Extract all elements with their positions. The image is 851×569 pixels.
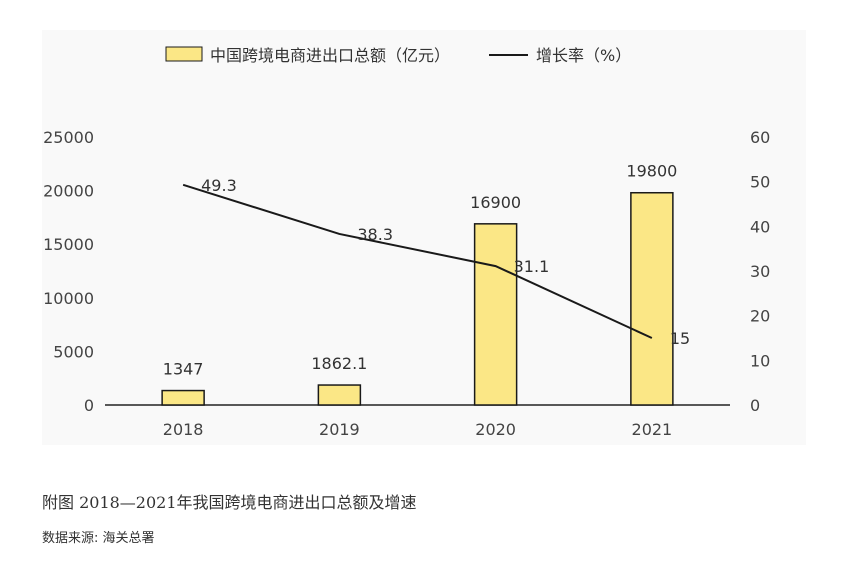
bar-series (161, 191, 674, 406)
right-axis-tick-label: 20 (750, 307, 770, 326)
left-axis-tick-label: 5000 (53, 342, 94, 361)
left-axis-tick-label: 15000 (43, 235, 94, 254)
x-axis-ticks: 2018 2019 2020 2021 (163, 420, 672, 439)
right-axis-tick-label: 30 (750, 262, 770, 281)
legend: 中国跨境电商进出口总额（亿元） 增长率（%） (165, 46, 631, 65)
line-data-labels: 49.3 38.3 31.1 15 (201, 176, 690, 348)
x-axis-tick-label: 2020 (475, 420, 516, 439)
left-axis-ticks: 0 5000 10000 15000 20000 25000 (43, 128, 94, 415)
bar-data-labels: 1347 1862.1 16900 19800 (163, 162, 678, 379)
x-axis-tick-label: 2018 (163, 420, 204, 439)
right-axis-ticks: 0 10 20 30 40 50 60 (750, 128, 770, 415)
legend-line-label: 增长率（%） (536, 46, 631, 65)
right-axis-tick-label: 60 (750, 128, 770, 147)
bar-value-label: 19800 (626, 162, 677, 181)
x-axis-tick-label: 2019 (319, 420, 360, 439)
right-axis-tick-label: 40 (750, 217, 770, 236)
line-value-label: 15 (670, 329, 690, 348)
growth-rate-line (182, 183, 653, 339)
legend-bar-swatch (165, 46, 203, 62)
line-series (182, 183, 653, 339)
bar (473, 223, 518, 406)
left-axis-tick-label: 0 (84, 396, 94, 415)
bar (161, 389, 205, 406)
right-axis-tick-label: 0 (750, 396, 760, 415)
bar (630, 191, 674, 406)
x-axis-tick-label: 2021 (632, 420, 673, 439)
bar-value-label: 1347 (163, 360, 204, 379)
right-axis-tick-label: 50 (750, 173, 770, 192)
line-value-label: 31.1 (514, 257, 550, 276)
figure-caption: 附图 2018—2021年我国跨境电商进出口总额及增速 (42, 493, 417, 512)
left-axis-tick-label: 25000 (43, 128, 94, 147)
bar (317, 384, 362, 406)
left-axis-tick-label: 20000 (43, 182, 94, 201)
chart: 中国跨境电商进出口总额（亿元） 增长率（%） 0 5000 10000 15000 20… (42, 30, 806, 445)
bar-value-label: 1862.1 (311, 354, 367, 373)
left-axis-tick-label: 10000 (43, 289, 94, 308)
line-value-label: 38.3 (357, 225, 393, 244)
chart-background (42, 30, 806, 445)
legend-bar-label: 中国跨境电商进出口总额（亿元） (210, 46, 450, 65)
data-source: 数据来源: 海关总署 (42, 531, 155, 546)
line-value-label: 49.3 (201, 176, 237, 195)
right-axis-tick-label: 10 (750, 351, 770, 370)
bar-value-label: 16900 (470, 193, 521, 212)
